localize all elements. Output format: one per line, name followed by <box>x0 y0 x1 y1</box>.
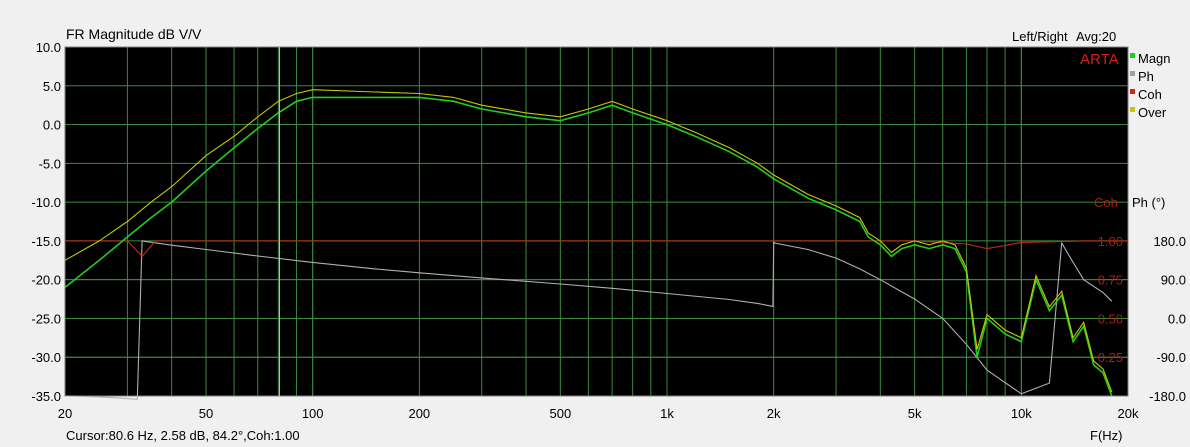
y-tick-label: 10.0 <box>36 40 61 55</box>
ph-axis-title: Ph (°) <box>1132 195 1165 210</box>
ph-tick-label: -180.0 <box>1149 389 1186 404</box>
y-tick-label: -35.0 <box>31 389 61 404</box>
coh-tick-label: 0.75 <box>1098 273 1123 288</box>
x-tick-label: 1k <box>660 406 674 421</box>
plot-border <box>64 46 1129 397</box>
y-tick-label: -25.0 <box>31 311 61 326</box>
y-tick-label: -30.0 <box>31 350 61 365</box>
avg-label: Avg:20 <box>1076 29 1116 44</box>
plot-background[interactable] <box>65 47 1128 396</box>
series-line-ph <box>64 240 1113 400</box>
x-tick-label: 500 <box>549 406 571 421</box>
legend-swatch <box>1130 71 1135 76</box>
legend-label: Over <box>1138 105 1167 120</box>
ph-tick-label: 180.0 <box>1153 234 1186 249</box>
cursor-readout: Cursor:80.6 Hz, 2.58 dB, 84.2°,Coh:1.00 <box>66 428 300 443</box>
axes-labels: 10.0 5.0 0.0 -5.0 -10.0 -15.0 -20.0 -25.0 -30.0 -… <box>31 40 1186 421</box>
y-tick-label: -5.0 <box>39 156 61 171</box>
ph-tick-label: 90.0 <box>1161 273 1186 288</box>
series-line-magn <box>64 96 1113 397</box>
series-layer <box>64 89 1128 400</box>
chart-title: FR Magnitude dB V/V <box>66 26 202 42</box>
legend: Magn Ph Coh Over <box>1130 51 1171 120</box>
coh-axis-title: Coh <box>1094 195 1118 210</box>
y-tick-label: -15.0 <box>31 234 61 249</box>
legend-swatch <box>1130 107 1135 112</box>
ph-tick-label: 0.0 <box>1168 311 1186 326</box>
x-tick-label: 5k <box>908 406 922 421</box>
series-line-over <box>64 89 1113 393</box>
legend-label: Ph <box>1138 69 1154 84</box>
x-tick-label: 10k <box>1011 406 1032 421</box>
legend-swatch <box>1130 53 1135 58</box>
x-tick-label: 100 <box>302 406 324 421</box>
x-tick-label: 200 <box>408 406 430 421</box>
x-tick-label: 20 <box>58 406 72 421</box>
ph-tick-label: -90.0 <box>1156 350 1186 365</box>
series-line-coh <box>65 240 1128 258</box>
coh-tick-label: 1.00 <box>1098 234 1123 249</box>
y-tick-label: -10.0 <box>31 195 61 210</box>
brand-label: ARTA <box>1080 51 1119 68</box>
legend-label: Coh <box>1138 87 1162 102</box>
channel-label: Left/Right <box>1012 29 1068 44</box>
legend-label: Magn <box>1138 51 1171 66</box>
y-tick-label: 0.0 <box>43 118 61 133</box>
x-tick-label: 20k <box>1118 406 1139 421</box>
x-axis-unit: F(Hz) <box>1090 428 1123 443</box>
y-tick-label: 5.0 <box>43 79 61 94</box>
legend-swatch <box>1130 89 1135 94</box>
coh-tick-label: 0.50 <box>1098 311 1123 326</box>
y-tick-label: -20.0 <box>31 273 61 288</box>
x-tick-label: 50 <box>199 406 213 421</box>
x-tick-label: 2k <box>767 406 781 421</box>
coh-tick-label: 0.25 <box>1098 350 1123 365</box>
